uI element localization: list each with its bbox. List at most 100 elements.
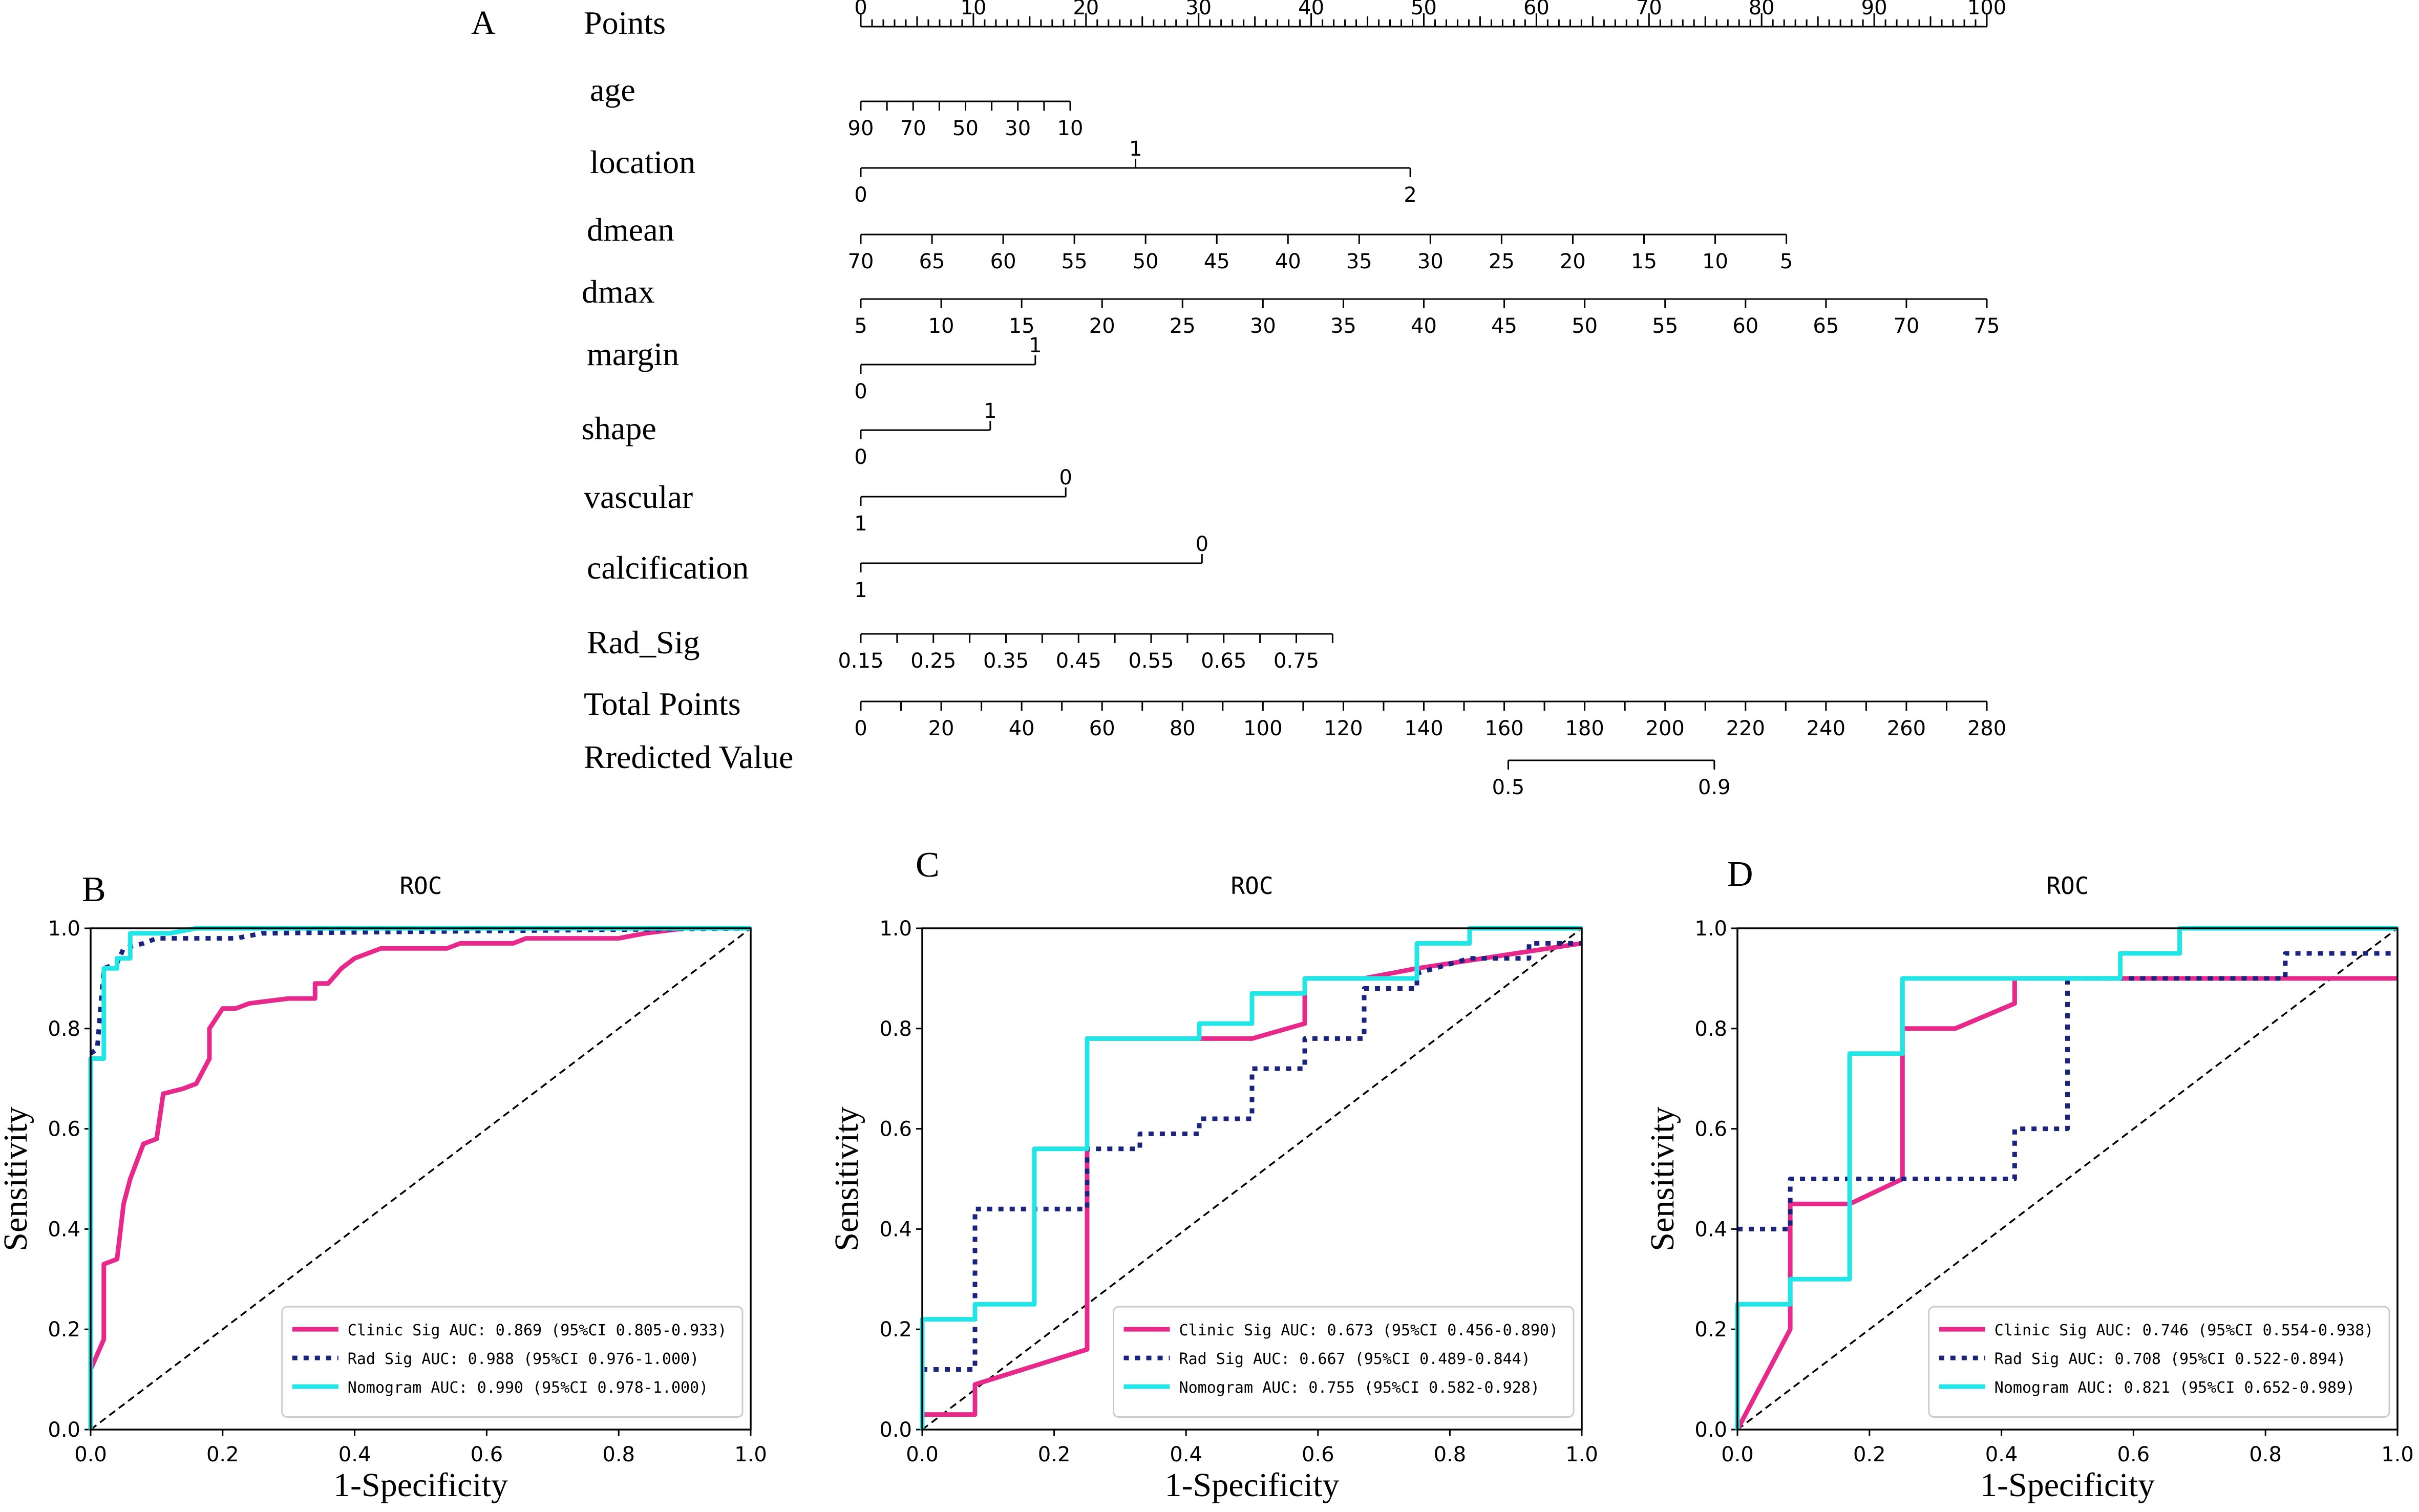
points-tick-label: 40 <box>1298 0 1324 19</box>
x-tick-label-d: 0.8 <box>2249 1443 2282 1466</box>
points-tick-label: 90 <box>1861 0 1887 19</box>
y-axis-label-b: Sensitivity <box>0 1106 34 1251</box>
y-tick-label-c: 0.6 <box>879 1118 912 1141</box>
shape-level-label: 1 <box>984 399 996 423</box>
rad-sig-tick-label: 0.75 <box>1274 649 1319 673</box>
plot-frame-b <box>90 927 752 1431</box>
dmax-tick-label: 40 <box>1411 314 1437 338</box>
row-label-age: age <box>590 72 635 108</box>
row-label-location: location <box>590 144 695 180</box>
age-tick-label: 50 <box>952 117 979 140</box>
row-label-rredicted-value: Rredicted Value <box>584 739 793 775</box>
series-line-clinic-sig-d <box>1735 976 2397 1431</box>
total-points-tick-label: 280 <box>1967 717 2006 740</box>
total-points-tick-label: 140 <box>1404 717 1443 740</box>
row-label-total-points: Total Points <box>584 686 741 722</box>
row-label-calcification: calcification <box>587 549 749 586</box>
y-tick-label-b: 0.0 <box>48 1418 80 1442</box>
series-line-nomogram-d <box>1735 926 2397 1430</box>
x-tick-label-d: 0.2 <box>1853 1443 1886 1466</box>
points-tick-label: 0 <box>854 0 867 19</box>
age-tick-label: 10 <box>1057 117 1084 140</box>
legend-label-clinic-sig-b: Clinic Sig AUC: 0.869 (95%CI 0.805-0.933… <box>348 1322 727 1339</box>
x-tick-label-b: 0.2 <box>206 1443 239 1466</box>
x-tick-label-c: 1.0 <box>1565 1443 1598 1466</box>
total-points-tick-label: 20 <box>928 717 954 740</box>
plot-frame-c <box>921 927 1583 1431</box>
chart-title-c: ROC <box>1230 872 1273 900</box>
dmean-tick-label: 25 <box>1489 250 1515 273</box>
series-line-clinic-sig-b <box>88 926 751 1371</box>
dmean-tick-label: 15 <box>1631 250 1657 273</box>
points-tick-label: 30 <box>1185 0 1212 19</box>
total-points-tick-label: 0 <box>854 717 867 740</box>
series-line-rad-sig-d <box>1737 951 2397 1231</box>
calcification-level-label: 0 <box>1196 533 1208 556</box>
row-label-shape: shape <box>582 410 656 446</box>
total-points-tick-label: 200 <box>1646 717 1685 740</box>
dmax-tick-label: 15 <box>1009 314 1035 338</box>
calcification-level-label: 1 <box>854 579 867 602</box>
points-tick-label: 50 <box>1411 0 1437 19</box>
dmean-tick-label: 50 <box>1133 250 1159 273</box>
roc-panel-d: D ROC 0.00.0 0.2 0.2 0.4 0.4 0.6 0.6 0.8 0.8 1.0 1.0… <box>1644 855 2414 1504</box>
y-tick-label-c: 0.0 <box>879 1418 912 1442</box>
x-tick-label-b: 0.6 <box>471 1443 503 1466</box>
rad-sig-tick-label: 0.45 <box>1056 649 1101 673</box>
x-axis-label-b: 1-Specificity <box>333 1466 508 1504</box>
series-line-rad-sig-b <box>89 926 751 1056</box>
series-line-rad-sig-c <box>922 941 1582 1372</box>
panel-label-a: A <box>471 4 496 41</box>
location-level-label: 1 <box>1129 137 1142 161</box>
margin-level-label: 1 <box>1029 334 1042 357</box>
x-tick-label-d: 0.0 <box>1721 1443 1754 1466</box>
reference-diagonal-c <box>921 927 1583 1431</box>
y-tick-label-c: 0.4 <box>879 1218 912 1241</box>
dmax-tick-label: 65 <box>1813 314 1839 338</box>
dmean-tick-label: 70 <box>848 250 874 273</box>
dmax-tick-label: 30 <box>1250 314 1276 338</box>
roc-panel-b: B ROC 0.00.0 0.2 0.2 0.4 0.4 0.6 0.6 0.8 0.8 1.0 1.0… <box>0 870 767 1504</box>
rad-sig-tick-label: 0.65 <box>1201 649 1246 673</box>
x-tick-label-b: 1.0 <box>734 1443 767 1466</box>
x-axis-label-c: 1-Specificity <box>1165 1466 1340 1504</box>
total-points-tick-label: 240 <box>1807 717 1845 740</box>
dmax-tick-label: 60 <box>1732 314 1758 338</box>
rredicted-value-tick-label: 0.5 <box>1492 776 1525 799</box>
x-tick-label-d: 1.0 <box>2381 1443 2414 1466</box>
dmean-tick-label: 55 <box>1062 250 1088 273</box>
dmax-tick-label: 20 <box>1089 314 1115 338</box>
dmean-tick-label: 40 <box>1275 250 1301 273</box>
dmax-tick-label: 35 <box>1330 314 1356 338</box>
total-points-tick-label: 180 <box>1565 717 1604 740</box>
reference-diagonal-d <box>1736 927 2399 1431</box>
vascular-level-label: 0 <box>1059 466 1072 489</box>
panel-label-c: C <box>916 845 940 885</box>
x-tick-label-b: 0.4 <box>338 1443 371 1466</box>
panel-label-d: D <box>1727 855 1753 894</box>
dmean-tick-label: 45 <box>1204 250 1230 273</box>
row-label-points: Points <box>584 5 666 41</box>
dmax-tick-label: 55 <box>1652 314 1678 338</box>
legend-box-b <box>281 1306 744 1418</box>
vascular-level-label: 1 <box>854 512 867 536</box>
dmean-tick-label: 35 <box>1346 250 1372 273</box>
dmax-tick-label: 10 <box>928 314 954 338</box>
y-tick-label-d: 0.8 <box>1694 1017 1727 1041</box>
rredicted-value-tick-label: 0.9 <box>1698 776 1731 799</box>
y-tick-label-b: 0.8 <box>48 1017 80 1041</box>
y-tick-label-d: 0.6 <box>1694 1118 1727 1141</box>
x-axis-label-d: 1-Specificity <box>1980 1466 2155 1504</box>
dmax-tick-label: 45 <box>1491 314 1517 338</box>
dmax-tick-label: 25 <box>1170 314 1196 338</box>
y-tick-label-d: 0.2 <box>1694 1318 1727 1341</box>
rad-sig-tick-label: 0.15 <box>838 649 883 673</box>
y-axis-label-c: Sensitivity <box>828 1106 865 1251</box>
x-tick-label-c: 0.8 <box>1434 1443 1467 1466</box>
margin-level-label: 0 <box>854 380 867 403</box>
x-tick-label-b: 0.0 <box>74 1443 107 1466</box>
y-tick-label-c: 0.2 <box>879 1318 912 1341</box>
points-tick-label: 60 <box>1523 0 1550 19</box>
row-label-dmean: dmean <box>587 211 674 248</box>
chart-title-b: ROC <box>399 872 442 900</box>
